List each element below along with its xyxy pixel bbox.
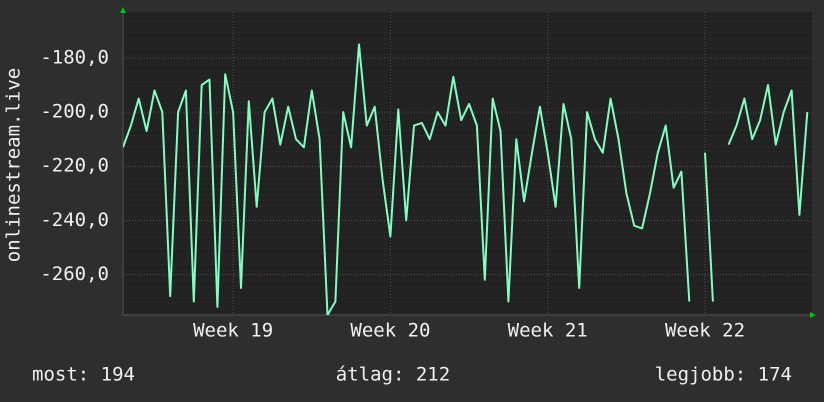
footer-stat: átlag: 212 [336,364,450,386]
y-tick-label: -240,0 [40,209,109,231]
y-tick-label: -180,0 [40,46,109,68]
x-tick-label: Week 21 [508,320,588,342]
x-tick-label: Week 22 [665,320,745,342]
y-tick-label: -260,0 [40,263,109,285]
x-tick-label: Week 19 [193,320,273,342]
y-tick-label: -220,0 [40,155,109,177]
footer-stat: most: 194 [32,364,135,386]
y-axis-title: onlinestream.live [3,68,25,262]
x-arrow [810,312,816,318]
x-tick-label: Week 20 [350,320,430,342]
data-line [123,43,809,315]
minor-grid [123,12,812,315]
y-arrow [120,7,126,13]
footer-stat: legjobb: 174 [655,364,792,386]
y-tick-label: -200,0 [40,101,109,123]
